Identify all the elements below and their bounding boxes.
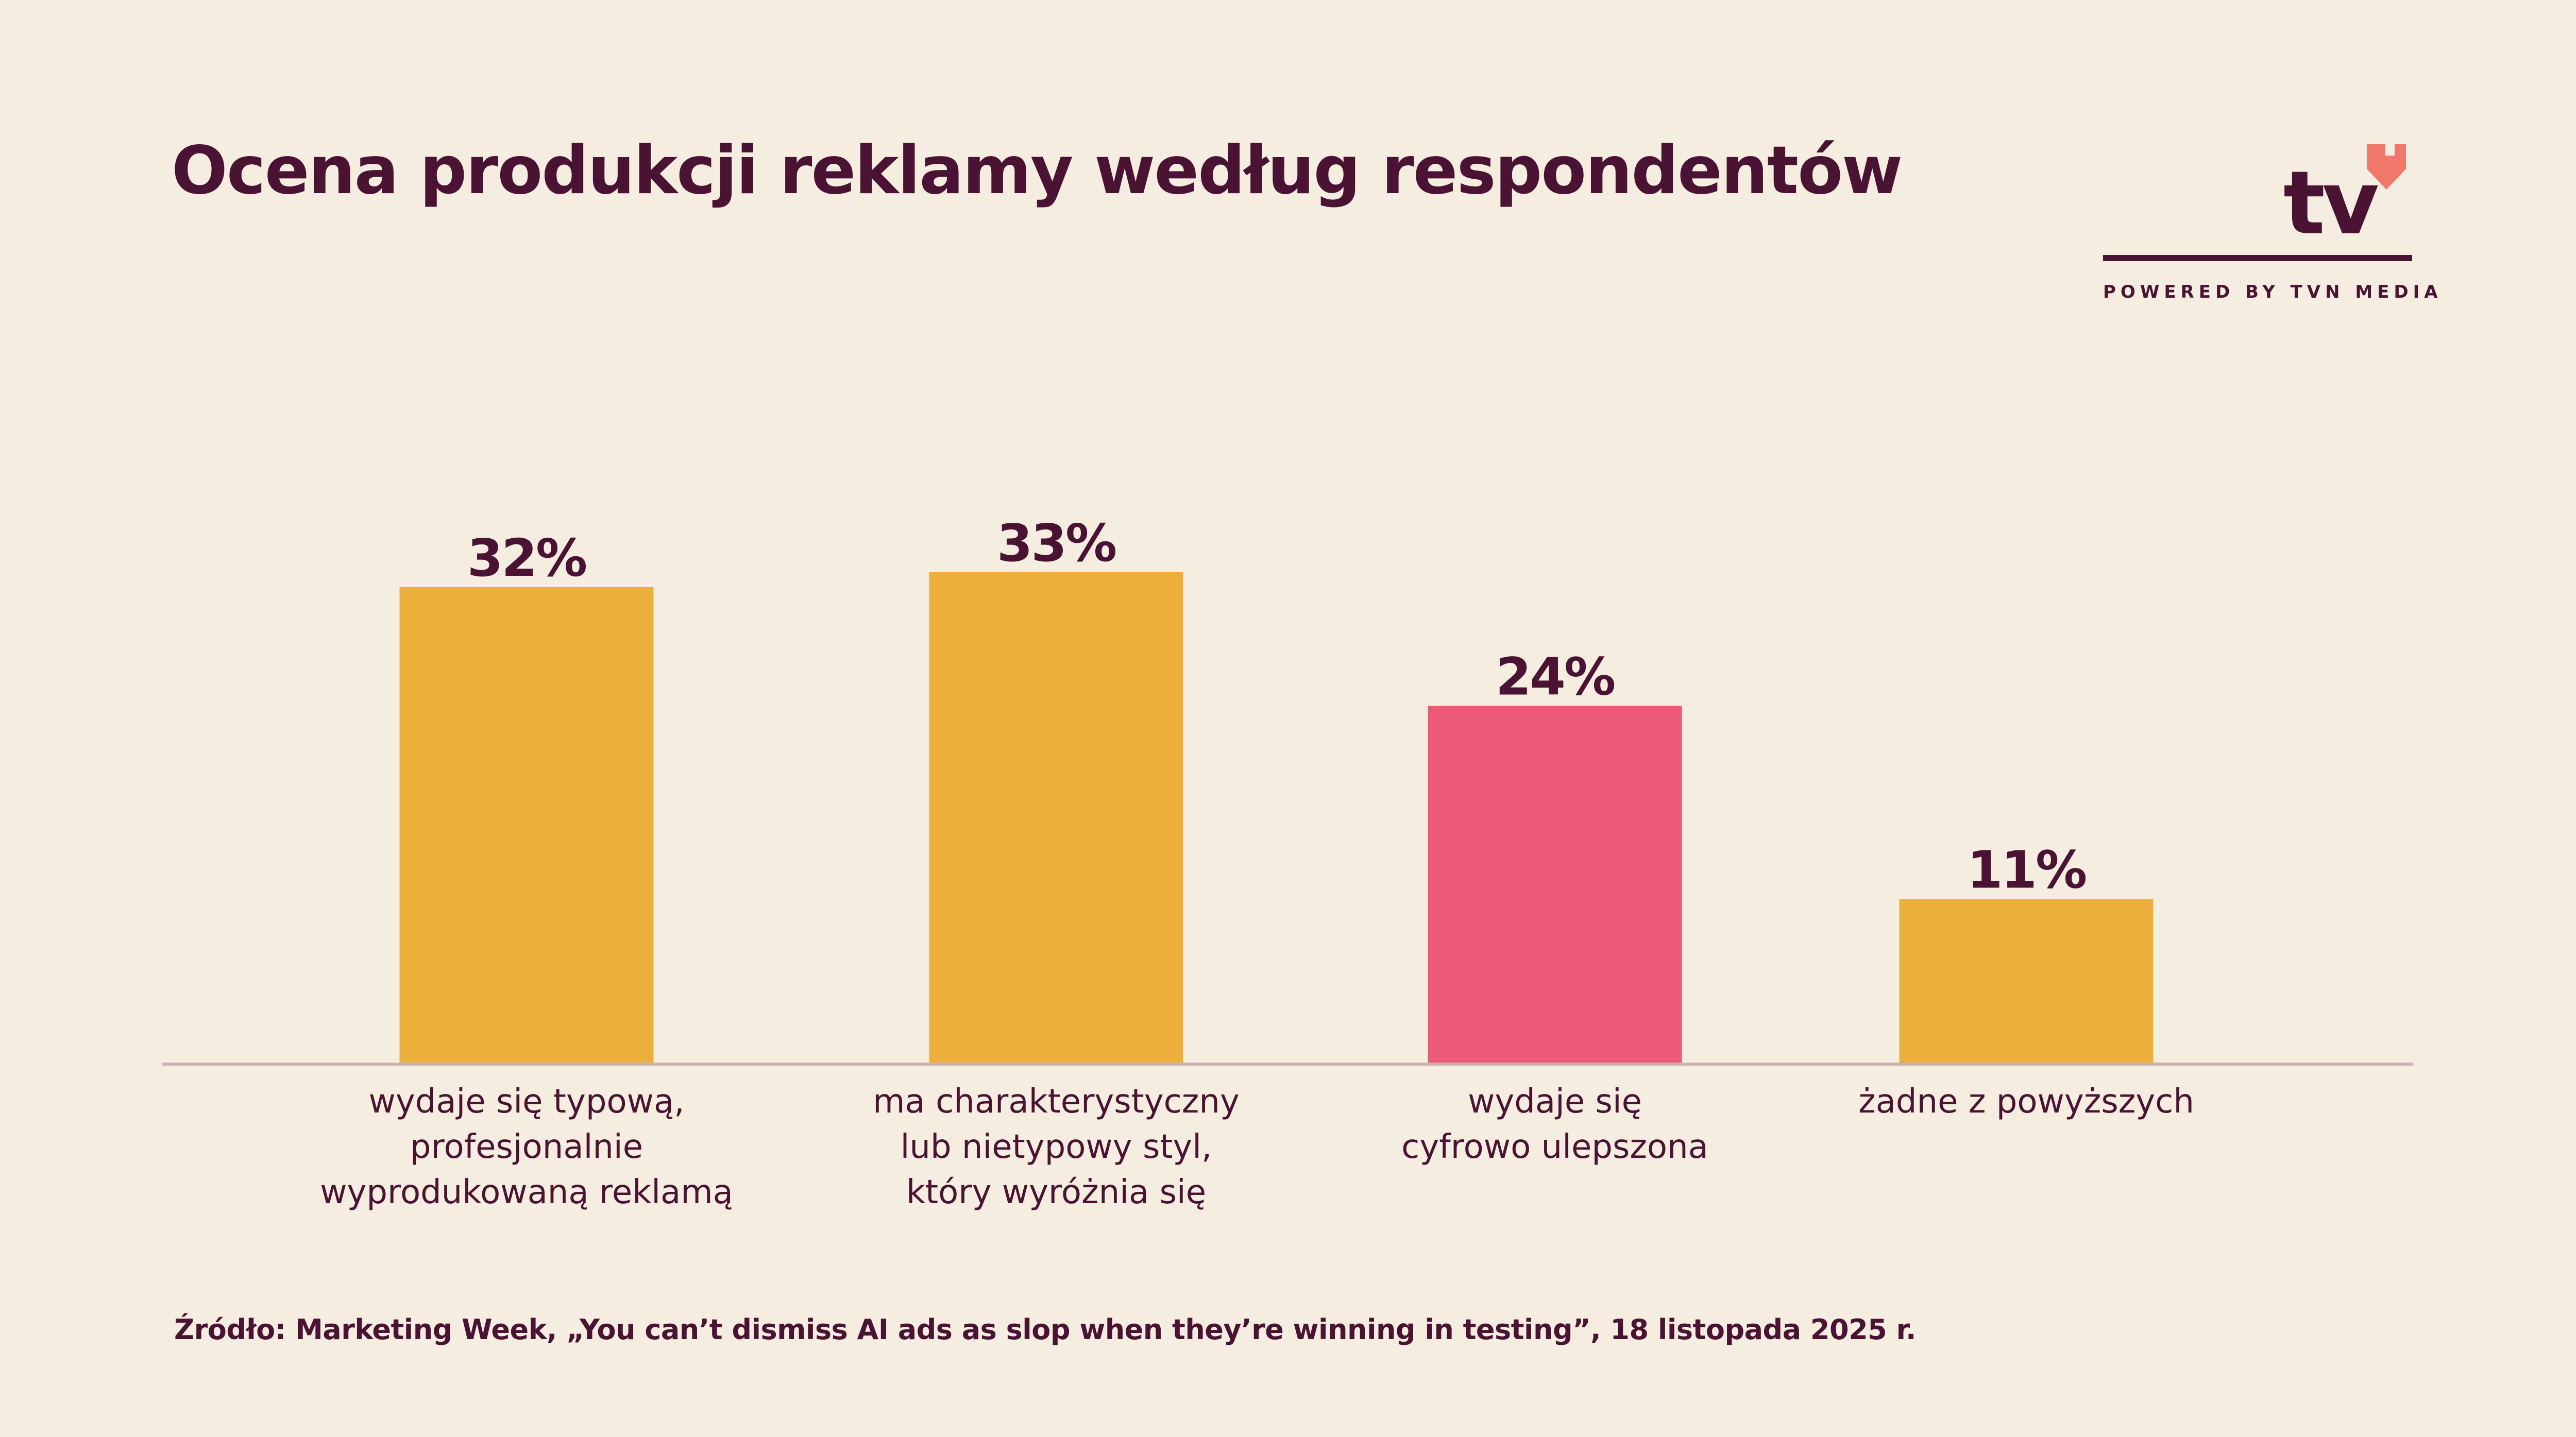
category-label-line: wydaje się typową, bbox=[368, 1083, 685, 1121]
value-label-3: 24% bbox=[1496, 647, 1615, 707]
category-label-line: lub nietypowy styl, bbox=[900, 1128, 1212, 1166]
category-label-3: wydaje się cyfrowo ulepszona bbox=[1323, 1079, 1787, 1170]
category-label-line: żadne z powyższych bbox=[1858, 1083, 2194, 1121]
logo-divider bbox=[2103, 255, 2412, 261]
logo-tagline: POWERED BY TVN MEDIA bbox=[2103, 282, 2443, 302]
category-label-line: wyprodukowaną reklamą bbox=[320, 1173, 733, 1211]
category-label-4: żadne z powyższych bbox=[1794, 1079, 2258, 1124]
chart-title: Ocena produkcji reklamy według responden… bbox=[172, 132, 1903, 209]
category-label-line: który wyróżnia się bbox=[906, 1173, 1207, 1211]
bar-3 bbox=[1428, 706, 1682, 1063]
tv-logo: tv POWERED BY TVN MEDIA bbox=[2103, 144, 2443, 309]
category-label-line: profesjonalnie bbox=[410, 1128, 643, 1166]
bar-2 bbox=[929, 572, 1183, 1063]
category-label-line: cyfrowo ulepszona bbox=[1401, 1128, 1708, 1166]
source-note: Źródło: Marketing Week, „You can’t dismi… bbox=[174, 1313, 1916, 1346]
category-label-2: ma charakterystyczny lub nietypowy styl, k… bbox=[824, 1079, 1288, 1215]
value-label-4: 11% bbox=[1967, 840, 2086, 900]
value-label-2: 33% bbox=[997, 513, 1116, 573]
value-label-1: 32% bbox=[467, 528, 586, 588]
category-label-line: ma charakterystyczny bbox=[873, 1083, 1240, 1121]
bar-1 bbox=[399, 587, 654, 1063]
category-label-1: wydaje się typową, profesjonalnie wyproduk… bbox=[295, 1079, 758, 1215]
heart-icon bbox=[2367, 144, 2406, 190]
category-label-line: wydaje się bbox=[1467, 1083, 1642, 1121]
bar-4 bbox=[1899, 899, 2154, 1063]
logo-text: tv bbox=[2283, 152, 2379, 254]
